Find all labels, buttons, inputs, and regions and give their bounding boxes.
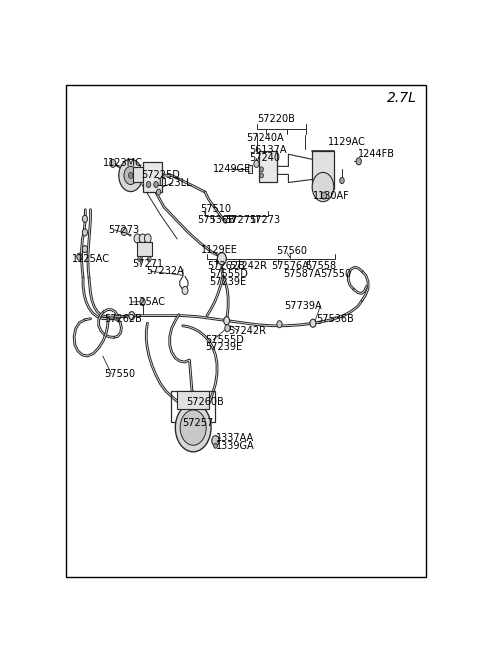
Text: 1244FB: 1244FB [358, 149, 395, 159]
Text: 57536B: 57536B [197, 215, 235, 225]
Bar [132, 168, 151, 183]
Text: 57262B: 57262B [104, 314, 142, 324]
Circle shape [310, 319, 316, 328]
Circle shape [212, 436, 219, 446]
Text: 1123MC: 1123MC [103, 159, 143, 168]
Text: 57271: 57271 [132, 259, 163, 269]
Circle shape [146, 181, 151, 187]
Text: 56137A: 56137A [249, 145, 287, 155]
Text: 57240A: 57240A [246, 133, 284, 143]
Text: 2.7L: 2.7L [387, 91, 417, 105]
Text: 1129AC: 1129AC [328, 137, 366, 147]
Text: 57576A: 57576A [271, 261, 309, 271]
Circle shape [121, 227, 127, 235]
Circle shape [83, 215, 87, 222]
Text: 57273: 57273 [249, 215, 280, 225]
Circle shape [147, 257, 151, 262]
Circle shape [119, 159, 143, 191]
Text: 57536B: 57536B [317, 314, 354, 324]
Circle shape [356, 158, 361, 165]
Circle shape [180, 410, 206, 445]
Circle shape [217, 253, 226, 265]
Text: 57260B: 57260B [186, 398, 224, 407]
Circle shape [175, 403, 211, 452]
Text: 57587A: 57587A [283, 269, 321, 279]
Bar [137, 242, 152, 256]
Bar [143, 162, 162, 192]
Circle shape [312, 172, 334, 202]
Text: 57225D: 57225D [141, 170, 180, 180]
Text: 1130AF: 1130AF [313, 191, 350, 200]
Circle shape [77, 253, 82, 260]
Circle shape [224, 316, 229, 325]
Circle shape [139, 234, 146, 243]
Circle shape [254, 160, 259, 168]
Circle shape [214, 443, 217, 448]
Text: 57555D: 57555D [209, 269, 248, 279]
Text: 57220B: 57220B [257, 114, 295, 124]
Circle shape [182, 286, 188, 295]
Text: 57739A: 57739A [284, 301, 322, 310]
Text: 1125AC: 1125AC [128, 297, 166, 307]
Text: 1123LL: 1123LL [156, 178, 192, 188]
Text: 57262B: 57262B [207, 261, 245, 271]
Text: 57257: 57257 [182, 418, 213, 428]
Text: 57242R: 57242R [228, 326, 266, 336]
Text: 57239E: 57239E [209, 277, 246, 287]
Text: 57271: 57271 [226, 215, 257, 225]
Text: 57550: 57550 [104, 369, 135, 379]
Text: 57550: 57550 [321, 269, 351, 279]
Bar [248, 165, 252, 174]
Text: 1337AA: 1337AA [216, 433, 254, 443]
Circle shape [83, 246, 87, 253]
Text: 57273: 57273 [108, 225, 140, 235]
Circle shape [144, 234, 151, 243]
Circle shape [260, 173, 264, 178]
Circle shape [129, 312, 135, 320]
Text: 57239E: 57239E [205, 343, 242, 352]
Circle shape [340, 178, 344, 183]
Text: 57232A: 57232A [146, 267, 184, 276]
Circle shape [134, 234, 141, 243]
Text: 57240: 57240 [249, 153, 280, 163]
Text: 1129EE: 1129EE [201, 245, 238, 255]
Circle shape [129, 172, 133, 178]
Circle shape [83, 229, 87, 236]
Bar [312, 151, 334, 189]
Circle shape [156, 189, 161, 195]
Circle shape [138, 257, 142, 262]
Text: 1339GA: 1339GA [216, 441, 255, 451]
Circle shape [225, 325, 230, 332]
Bar [171, 391, 216, 422]
Text: 1125AC: 1125AC [72, 254, 110, 264]
Text: 57560: 57560 [276, 246, 308, 256]
Text: 57510: 57510 [201, 204, 232, 214]
Bar [259, 151, 276, 182]
Circle shape [322, 192, 327, 199]
Circle shape [277, 321, 282, 328]
Circle shape [260, 167, 264, 172]
Circle shape [110, 159, 116, 168]
Circle shape [154, 181, 158, 187]
Text: 57558: 57558 [305, 261, 336, 271]
Text: 1249GE: 1249GE [213, 164, 251, 174]
Bar [177, 391, 209, 409]
Text: 57242R: 57242R [229, 261, 267, 271]
Circle shape [140, 299, 145, 305]
Text: 57555D: 57555D [205, 335, 244, 345]
Circle shape [124, 166, 137, 185]
